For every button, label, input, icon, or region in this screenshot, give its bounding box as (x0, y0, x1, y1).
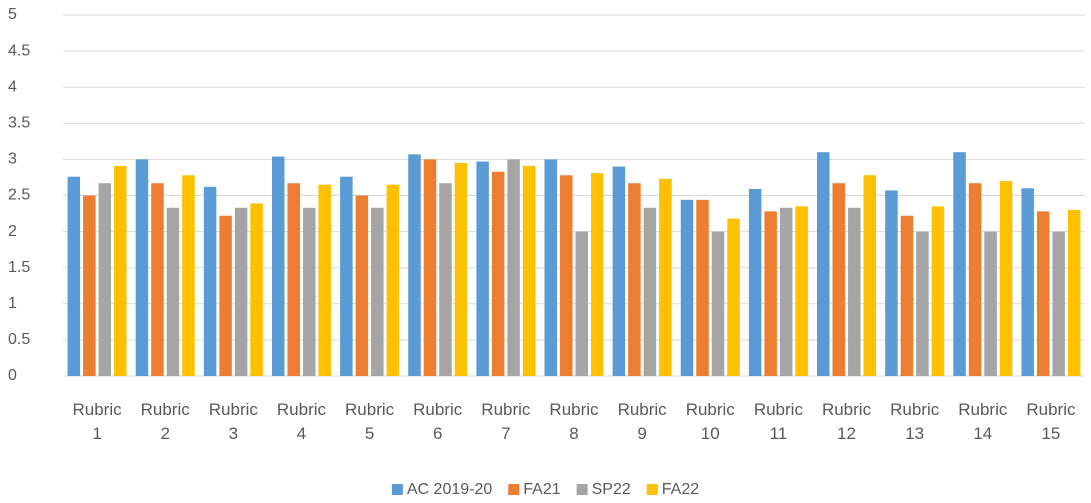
y-tick-label: 3.5 (8, 115, 30, 132)
bar (491, 171, 505, 376)
bar (863, 175, 877, 376)
bar (817, 152, 830, 376)
bar (454, 163, 468, 376)
bar (643, 207, 657, 376)
x-tick-label: Rubric 15 (1026, 400, 1076, 443)
bar (1036, 211, 1050, 376)
bar (386, 184, 400, 376)
y-tick-label: 3 (8, 151, 17, 168)
x-tick-label: Rubric 11 (753, 400, 803, 443)
bar (340, 176, 353, 376)
bar (779, 207, 793, 376)
y-tick-label: 0 (8, 367, 17, 384)
x-tick-label: Rubric 5 (345, 400, 395, 443)
bar (885, 190, 898, 376)
bar (984, 231, 997, 376)
bar (423, 159, 437, 376)
bar (1067, 209, 1081, 376)
bar (916, 231, 929, 376)
x-tick-label: Rubric 4 (276, 400, 327, 443)
bar (114, 165, 127, 376)
legend-swatch (508, 484, 520, 495)
bar (182, 175, 195, 376)
bar (203, 186, 217, 376)
x-tick-label: Rubric 13 (890, 400, 940, 443)
bar (371, 207, 384, 376)
legend-swatch (576, 484, 588, 495)
x-tick-label: Rubric 6 (413, 400, 463, 443)
bar (507, 159, 520, 376)
bar (999, 181, 1013, 376)
x-tick-label: Rubric 1 (72, 400, 122, 443)
y-tick-label: 0.5 (8, 331, 30, 348)
x-tick-label: Rubric 7 (481, 400, 531, 443)
bar (560, 175, 573, 376)
bar (848, 207, 861, 376)
bar (234, 207, 248, 376)
bar (628, 183, 641, 376)
bar (1021, 188, 1034, 376)
bar (408, 154, 421, 376)
y-tick-label: 5 (8, 6, 17, 23)
bar (98, 183, 112, 376)
bar (764, 211, 777, 376)
bar (250, 203, 263, 376)
bar (151, 183, 164, 376)
bar (271, 156, 285, 376)
bar (968, 183, 982, 376)
bar (575, 231, 588, 376)
bar (711, 231, 725, 376)
bar (659, 178, 672, 376)
x-tick-label: Rubric 8 (549, 400, 599, 443)
x-tick-label: Rubric 12 (821, 400, 872, 443)
bar (727, 218, 740, 376)
bar (302, 207, 316, 376)
bar (900, 215, 914, 376)
y-tick-label: 2.5 (8, 187, 30, 204)
bar (612, 166, 626, 376)
y-tick-label: 1.5 (8, 259, 30, 276)
x-tick-label: Rubric 3 (208, 400, 258, 443)
bar (522, 165, 536, 376)
bar (318, 184, 331, 376)
bar (67, 176, 81, 376)
bar (544, 159, 557, 376)
legend-label: SP22 (592, 481, 631, 498)
y-tick-label: 4.5 (8, 42, 30, 59)
bar (166, 207, 180, 376)
y-tick-label: 1 (8, 295, 17, 312)
bar (696, 199, 709, 376)
bar (795, 206, 808, 376)
legend-label: FA22 (662, 481, 699, 498)
bar (83, 195, 96, 376)
bar (287, 183, 300, 376)
bar (439, 183, 452, 376)
x-tick-label: Rubric 9 (617, 400, 667, 443)
legend-label: AC 2019-20 (407, 481, 492, 498)
bar (591, 173, 604, 376)
legend-swatch (646, 484, 658, 495)
legend-label: FA21 (523, 481, 560, 498)
y-tick-label: 2 (8, 223, 17, 240)
x-tick-label: Rubric 10 (685, 400, 735, 443)
bar (832, 183, 846, 376)
bar (748, 189, 762, 376)
x-tick-label: Rubric 2 (140, 400, 190, 443)
bar (135, 159, 149, 376)
y-tick-label: 4 (8, 78, 17, 95)
bar (953, 152, 966, 376)
bar (680, 199, 694, 376)
bar (355, 195, 369, 376)
x-tick-label: Rubric 14 (958, 400, 1008, 443)
legend-swatch (391, 484, 403, 495)
bar (931, 206, 945, 376)
bar (1052, 231, 1065, 376)
bar (476, 161, 489, 376)
bar (219, 215, 232, 376)
